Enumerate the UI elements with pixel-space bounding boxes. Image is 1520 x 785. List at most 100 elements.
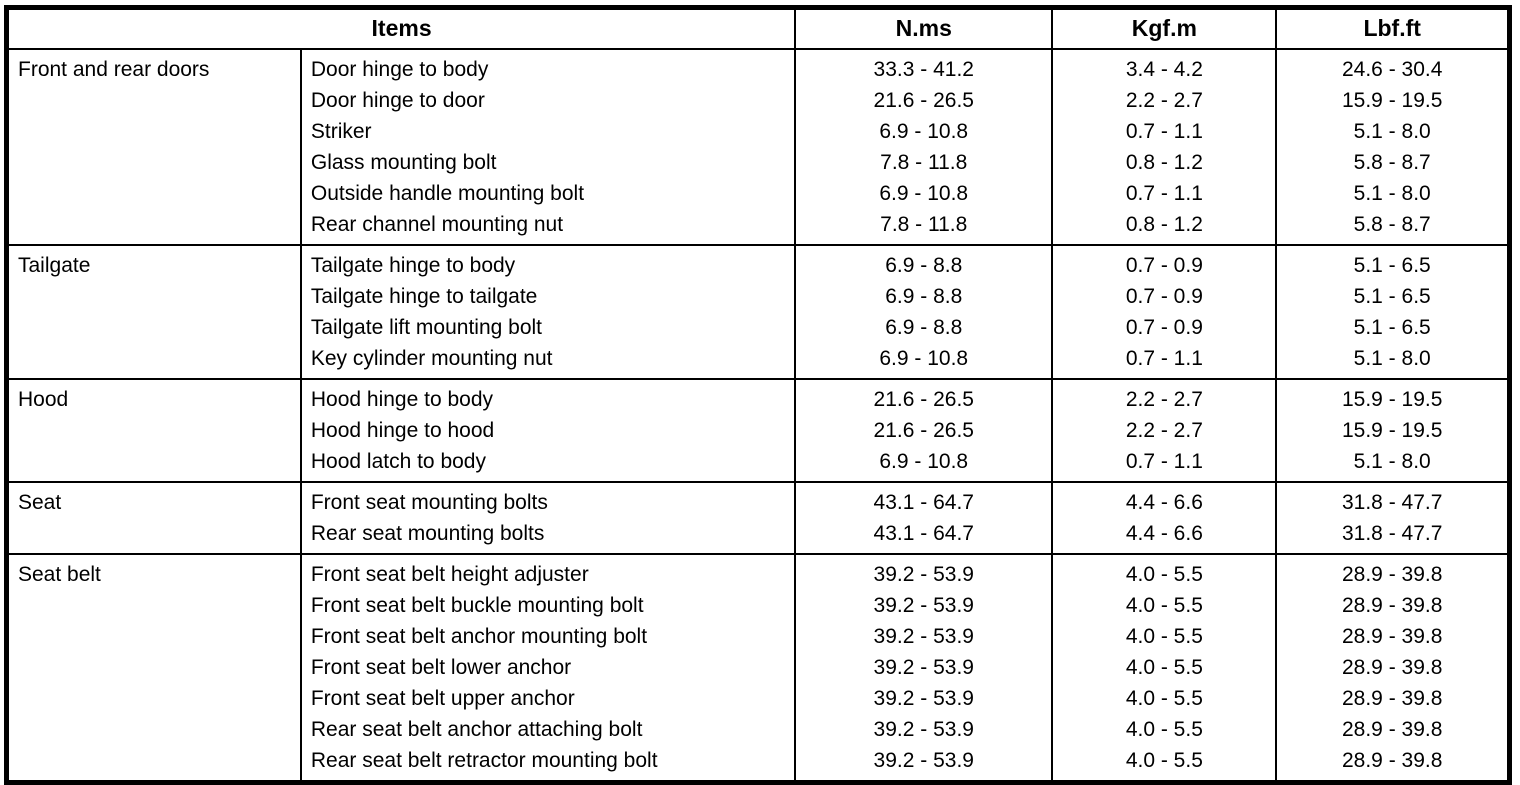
lbfft-value: 28.9 - 39.8 xyxy=(1341,563,1443,586)
nms-value: 21.6 - 26.5 xyxy=(873,419,974,442)
item-label: Door hinge to body xyxy=(310,58,489,81)
lbfft-value: 5.1 - 6.5 xyxy=(1353,316,1431,339)
category-cell: Front and rear doors xyxy=(5,48,302,246)
item-label: Rear seat mounting bolts xyxy=(310,522,545,545)
torque-table-body: Front and rear doors Door hinge to body Do… xyxy=(5,48,1511,784)
kgfm-column-cell: 0.7 - 0.9 0.7 - 0.9 0.7 - 0.9 0.7 - 1.1 xyxy=(1051,244,1278,380)
kgfm-value: 2.2 - 2.7 xyxy=(1125,419,1203,442)
kgfm-value: 0.7 - 1.1 xyxy=(1125,347,1203,370)
item-label: Glass mounting bolt xyxy=(310,151,497,174)
item-column-cell: Door hinge to body Door hinge to door Stri… xyxy=(299,48,797,246)
nms-value: 43.1 - 64.7 xyxy=(873,491,974,514)
lbfft-value: 15.9 - 19.5 xyxy=(1341,388,1443,411)
kgfm-value: 4.0 - 5.5 xyxy=(1125,749,1203,772)
lbfft-value: 5.8 - 8.7 xyxy=(1353,213,1431,236)
section-row: Hood Hood hinge to body Hood hinge to hood… xyxy=(5,378,1511,483)
kgfm-value: 0.8 - 1.2 xyxy=(1125,213,1203,236)
kgfm-value: 4.0 - 5.5 xyxy=(1125,718,1203,741)
item-label: Key cylinder mounting nut xyxy=(310,347,553,370)
kgfm-value: 4.0 - 5.5 xyxy=(1125,594,1203,617)
lbfft-value: 15.9 - 19.5 xyxy=(1341,419,1443,442)
kgfm-column-cell: 2.2 - 2.7 2.2 - 2.7 0.7 - 1.1 xyxy=(1051,378,1278,483)
nms-value: 43.1 - 64.7 xyxy=(873,522,974,545)
kgfm-value: 2.2 - 2.7 xyxy=(1125,89,1203,112)
item-label: Door hinge to door xyxy=(310,89,485,112)
category-label: Seat xyxy=(18,491,62,514)
lbfft-value: 5.1 - 8.0 xyxy=(1353,450,1431,473)
nms-value: 7.8 - 11.8 xyxy=(880,213,968,236)
nms-value: 6.9 - 10.8 xyxy=(879,120,969,143)
kgfm-value: 4.4 - 6.6 xyxy=(1125,491,1203,514)
item-label: Rear seat belt anchor attaching bolt xyxy=(310,718,643,741)
item-column-cell: Tailgate hinge to body Tailgate hinge to … xyxy=(299,244,797,380)
kgfm-value: 0.7 - 0.9 xyxy=(1125,254,1203,277)
item-label: Front seat belt lower anchor xyxy=(310,656,572,679)
kgfm-value: 4.0 - 5.5 xyxy=(1125,687,1203,710)
kgfm-value: 0.7 - 1.1 xyxy=(1125,120,1203,143)
category-label: Front and rear doors xyxy=(18,58,210,81)
header-kgfm: Kgf.m xyxy=(1051,6,1278,50)
nms-value: 39.2 - 53.9 xyxy=(873,594,974,617)
nms-value: 39.2 - 53.9 xyxy=(873,656,974,679)
kgfm-column-cell: 3.4 - 4.2 2.2 - 2.7 0.7 - 1.1 0.8 - 1.2 0.7 … xyxy=(1051,48,1278,246)
kgfm-value: 0.7 - 0.9 xyxy=(1125,316,1203,339)
lbfft-value: 31.8 - 47.7 xyxy=(1341,491,1443,514)
nms-column-cell: 43.1 - 64.7 43.1 - 64.7 xyxy=(794,481,1054,555)
item-column-cell: Front seat mounting bolts Rear seat mount… xyxy=(299,481,797,555)
lbfft-value: 28.9 - 39.8 xyxy=(1341,687,1443,710)
nms-value: 7.8 - 11.8 xyxy=(880,151,968,174)
kgfm-value: 3.4 - 4.2 xyxy=(1125,58,1203,81)
lbfft-value: 28.9 - 39.8 xyxy=(1341,718,1443,741)
kgfm-value: 4.0 - 5.5 xyxy=(1125,563,1203,586)
table-header: Items N.ms Kgf.m Lbf.ft xyxy=(5,6,1511,50)
lbfft-value: 31.8 - 47.7 xyxy=(1341,522,1443,545)
item-label: Front seat mounting bolts xyxy=(310,491,548,514)
kgfm-value: 0.7 - 1.1 xyxy=(1125,450,1203,473)
nms-value: 6.9 - 10.8 xyxy=(879,347,969,370)
kgfm-value: 0.7 - 1.1 xyxy=(1125,182,1203,205)
kgfm-value: 4.0 - 5.5 xyxy=(1125,625,1203,648)
section-row: Seat belt Front seat belt height adjuster… xyxy=(5,553,1511,784)
nms-value: 6.9 - 10.8 xyxy=(879,450,969,473)
lbfft-value: 5.8 - 8.7 xyxy=(1353,151,1431,174)
lbfft-column-cell: 28.9 - 39.8 28.9 - 39.8 28.9 - 39.8 28.9 - … xyxy=(1275,553,1511,784)
kgfm-column-cell: 4.0 - 5.5 4.0 - 5.5 4.0 - 5.5 4.0 - 5.5 4.0 … xyxy=(1051,553,1278,784)
nms-value: 6.9 - 8.8 xyxy=(885,285,963,308)
kgfm-value: 4.0 - 5.5 xyxy=(1125,656,1203,679)
nms-value: 33.3 - 41.2 xyxy=(873,58,974,81)
header-items: Items xyxy=(5,6,797,50)
nms-column-cell: 39.2 - 53.9 39.2 - 53.9 39.2 - 53.9 39.2 - … xyxy=(794,553,1054,784)
section-row: Front and rear doors Door hinge to body Do… xyxy=(5,48,1511,246)
nms-value: 6.9 - 10.8 xyxy=(879,182,969,205)
lbfft-column-cell: 31.8 - 47.7 31.8 - 47.7 xyxy=(1275,481,1511,555)
header-row: Items N.ms Kgf.m Lbf.ft xyxy=(5,6,1511,50)
item-label: Hood hinge to body xyxy=(310,388,493,411)
item-label: Front seat belt height adjuster xyxy=(310,563,589,586)
nms-column-cell: 6.9 - 8.8 6.9 - 8.8 6.9 - 8.8 6.9 - 10.8 xyxy=(794,244,1054,380)
nms-value: 6.9 - 8.8 xyxy=(885,316,963,339)
item-column-cell: Front seat belt height adjuster Front sea… xyxy=(299,553,797,784)
lbfft-column-cell: 15.9 - 19.5 15.9 - 19.5 5.1 - 8.0 xyxy=(1275,378,1511,483)
nms-value: 39.2 - 53.9 xyxy=(873,718,974,741)
header-lbfft: Lbf.ft xyxy=(1275,6,1511,50)
item-label: Front seat belt anchor mounting bolt xyxy=(310,625,648,648)
lbfft-value: 5.1 - 8.0 xyxy=(1353,120,1431,143)
lbfft-value: 28.9 - 39.8 xyxy=(1341,625,1443,648)
kgfm-value: 4.4 - 6.6 xyxy=(1125,522,1203,545)
kgfm-value: 0.7 - 0.9 xyxy=(1125,285,1203,308)
nms-value: 39.2 - 53.9 xyxy=(873,749,974,772)
nms-column-cell: 21.6 - 26.5 21.6 - 26.5 6.9 - 10.8 xyxy=(794,378,1054,483)
section-row: Seat Front seat mounting bolts Rear seat m… xyxy=(5,481,1511,555)
category-cell: Seat xyxy=(5,481,302,555)
nms-value: 21.6 - 26.5 xyxy=(873,388,974,411)
lbfft-value: 24.6 - 30.4 xyxy=(1341,58,1443,81)
torque-spec-table: Items N.ms Kgf.m Lbf.ft Front and rear d… xyxy=(4,5,1512,785)
lbfft-value: 28.9 - 39.8 xyxy=(1341,594,1443,617)
item-label: Front seat belt buckle mounting bolt xyxy=(310,594,644,617)
lbfft-value: 5.1 - 6.5 xyxy=(1353,285,1431,308)
header-nms: N.ms xyxy=(794,6,1054,50)
kgfm-value: 2.2 - 2.7 xyxy=(1125,388,1203,411)
lbfft-value: 5.1 - 6.5 xyxy=(1353,254,1431,277)
item-label: Front seat belt upper anchor xyxy=(310,687,575,710)
